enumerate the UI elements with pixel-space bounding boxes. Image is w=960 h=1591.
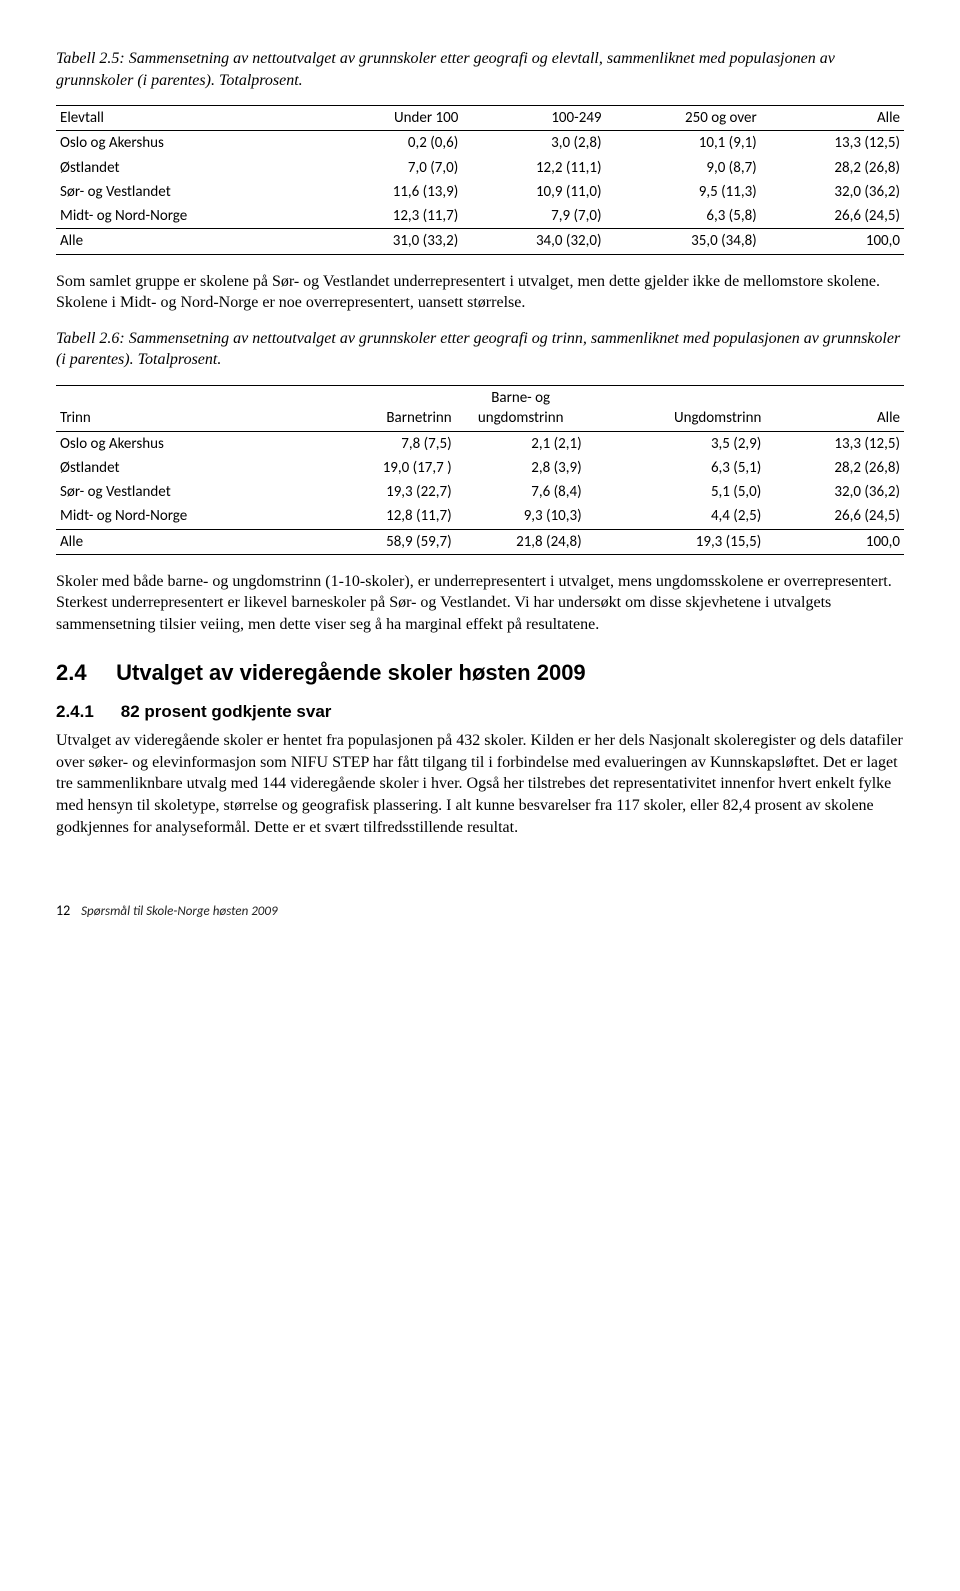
table-row: Midt- og Nord-Norge 12,8 (11,7) 9,3 (10,… xyxy=(56,504,904,529)
cell: 5,1 (5,0) xyxy=(586,480,766,504)
table-2-6: Trinn Barnetrinn Barne- og ungdomstrinn … xyxy=(56,385,904,555)
cell: 35,0 (34,8) xyxy=(606,229,761,254)
cell: 13,3 (12,5) xyxy=(765,431,904,456)
cell: 31,0 (33,2) xyxy=(319,229,462,254)
cell: 4,4 (2,5) xyxy=(586,504,766,529)
cell: 32,0 (36,2) xyxy=(761,180,904,204)
table-2-6-caption: Tabell 2.6: Sammensetning av nettoutvalg… xyxy=(56,328,904,371)
cell: 100,0 xyxy=(765,529,904,554)
cell: Oslo og Akershus xyxy=(56,131,319,156)
cell: 28,2 (26,8) xyxy=(765,456,904,480)
cell: 6,3 (5,8) xyxy=(606,204,761,229)
section-number: 2.4 xyxy=(56,658,110,688)
cell: Oslo og Akershus xyxy=(56,431,311,456)
table-row: Midt- og Nord-Norge 12,3 (11,7) 7,9 (7,0… xyxy=(56,204,904,229)
col-header: 250 og over xyxy=(606,106,761,131)
cell: 7,9 (7,0) xyxy=(462,204,605,229)
cell: 7,6 (8,4) xyxy=(456,480,586,504)
paragraph-3: Utvalget av videregående skoler er hente… xyxy=(56,730,904,838)
cell: 10,9 (11,0) xyxy=(462,180,605,204)
cell: 7,0 (7,0) xyxy=(319,156,462,180)
table-header-row: Trinn Barnetrinn Barne- og ungdomstrinn … xyxy=(56,386,904,432)
cell: 100,0 xyxy=(761,229,904,254)
cell: 21,8 (24,8) xyxy=(456,529,586,554)
cell: 2,1 (2,1) xyxy=(456,431,586,456)
cell: 12,8 (11,7) xyxy=(311,504,456,529)
table-2-5: Elevtall Under 100 100-249 250 og over A… xyxy=(56,105,904,255)
col-header: Under 100 xyxy=(319,106,462,131)
cell: 34,0 (32,0) xyxy=(462,229,605,254)
cell: 10,1 (9,1) xyxy=(606,131,761,156)
cell: Midt- og Nord-Norge xyxy=(56,204,319,229)
cell: Alle xyxy=(56,229,319,254)
table-header-row: Elevtall Under 100 100-249 250 og over A… xyxy=(56,106,904,131)
table-row: Oslo og Akershus 7,8 (7,5) 2,1 (2,1) 3,5… xyxy=(56,431,904,456)
table-total-row: Alle 31,0 (33,2) 34,0 (32,0) 35,0 (34,8)… xyxy=(56,229,904,254)
cell: Midt- og Nord-Norge xyxy=(56,504,311,529)
section-2-4-1-heading: 2.4.1 82 prosent godkjente svar xyxy=(56,701,904,724)
cell: 13,3 (12,5) xyxy=(761,131,904,156)
table-row: Østlandet 7,0 (7,0) 12,2 (11,1) 9,0 (8,7… xyxy=(56,156,904,180)
cell: 11,6 (13,9) xyxy=(319,180,462,204)
cell: 28,2 (26,8) xyxy=(761,156,904,180)
cell: 26,6 (24,5) xyxy=(765,504,904,529)
cell: Østlandet xyxy=(56,156,319,180)
cell: 9,5 (11,3) xyxy=(606,180,761,204)
cell: 3,5 (2,9) xyxy=(586,431,766,456)
cell: 58,9 (59,7) xyxy=(311,529,456,554)
subsection-title: 82 prosent godkjente svar xyxy=(121,702,332,721)
subsection-number: 2.4.1 xyxy=(56,701,116,724)
col-header: Alle xyxy=(761,106,904,131)
cell: 12,2 (11,1) xyxy=(462,156,605,180)
cell: 7,8 (7,5) xyxy=(311,431,456,456)
col-header: 100-249 xyxy=(462,106,605,131)
col-header: Elevtall xyxy=(56,106,319,131)
table-row: Oslo og Akershus 0,2 (0,6) 3,0 (2,8) 10,… xyxy=(56,131,904,156)
cell: 0,2 (0,6) xyxy=(319,131,462,156)
table-row: Sør- og Vestlandet 19,3 (22,7) 7,6 (8,4)… xyxy=(56,480,904,504)
section-title: Utvalget av videregående skoler høsten 2… xyxy=(116,660,586,685)
col-header: Ungdomstrinn xyxy=(586,386,766,432)
table-2-5-caption: Tabell 2.5: Sammensetning av nettoutvalg… xyxy=(56,48,904,91)
footer-title: Spørsmål til Skole-Norge høsten 2009 xyxy=(81,904,277,919)
table-row: Østlandet 19,0 (17,7 ) 2,8 (3,9) 6,3 (5,… xyxy=(56,456,904,480)
cell: 32,0 (36,2) xyxy=(765,480,904,504)
page-number: 12 xyxy=(56,902,70,919)
cell: 3,0 (2,8) xyxy=(462,131,605,156)
table-total-row: Alle 58,9 (59,7) 21,8 (24,8) 19,3 (15,5)… xyxy=(56,529,904,554)
paragraph-1: Som samlet gruppe er skolene på Sør- og … xyxy=(56,271,904,314)
cell: 19,0 (17,7 ) xyxy=(311,456,456,480)
cell: 9,0 (8,7) xyxy=(606,156,761,180)
cell: 19,3 (15,5) xyxy=(586,529,766,554)
cell: 2,8 (3,9) xyxy=(456,456,586,480)
paragraph-2: Skoler med både barne- og ungdomstrinn (… xyxy=(56,571,904,636)
cell: 6,3 (5,1) xyxy=(586,456,766,480)
cell: 9,3 (10,3) xyxy=(456,504,586,529)
cell: Alle xyxy=(56,529,311,554)
section-2-4-heading: 2.4 Utvalget av videregående skoler høst… xyxy=(56,658,904,688)
cell: Østlandet xyxy=(56,456,311,480)
cell: 12,3 (11,7) xyxy=(319,204,462,229)
cell: 26,6 (24,5) xyxy=(761,204,904,229)
cell: Sør- og Vestlandet xyxy=(56,480,311,504)
col-header: Barnetrinn xyxy=(311,386,456,432)
col-header: Trinn xyxy=(56,386,311,432)
col-header: Alle xyxy=(765,386,904,432)
cell: 19,3 (22,7) xyxy=(311,480,456,504)
page-footer: 12 Spørsmål til Skole-Norge høsten 2009 xyxy=(56,902,904,921)
table-row: Sør- og Vestlandet 11,6 (13,9) 10,9 (11,… xyxy=(56,180,904,204)
col-header: Barne- og ungdomstrinn xyxy=(456,386,586,432)
cell: Sør- og Vestlandet xyxy=(56,180,319,204)
